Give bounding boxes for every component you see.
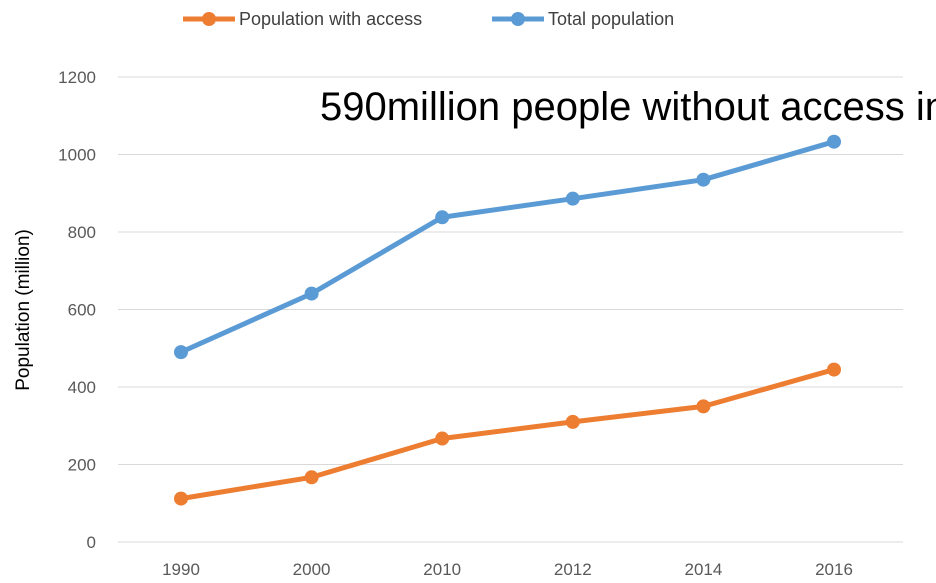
legend-swatch-marker (511, 12, 525, 26)
data-point (565, 191, 580, 206)
y-tick-label: 400 (68, 378, 96, 397)
chart-annotation: 590million people without access in 2016 (320, 85, 936, 129)
y-tick-label: 1000 (58, 146, 96, 165)
y-axis-title: Population (million) (13, 229, 34, 391)
data-point (827, 134, 841, 149)
y-tick-label: 200 (68, 456, 96, 475)
y-tick-label: 0 (87, 533, 96, 552)
series-layer (174, 134, 841, 506)
y-tick-label: 600 (68, 301, 96, 320)
x-tick-label: 2014 (684, 560, 722, 579)
x-tick-label: 1990 (162, 560, 200, 579)
series-total-population (174, 134, 841, 360)
series-line (178, 367, 837, 502)
x-tick-label: 2016 (815, 560, 853, 579)
data-point (827, 362, 841, 377)
x-tick-label: 2012 (554, 560, 592, 579)
y-tick-label: 1200 (58, 68, 96, 87)
data-point (435, 431, 450, 446)
gridlines (118, 76, 903, 543)
data-point (696, 172, 711, 187)
series-population-with-access (174, 362, 841, 506)
x-axis-ticks: 1990 2000 2010 2012 2014 2016 (162, 560, 853, 579)
y-tick-label: 800 (68, 223, 96, 242)
x-tick-label: 2010 (423, 560, 461, 579)
legend-label: Total population (548, 9, 674, 29)
data-point (696, 399, 711, 414)
legend-swatch-marker (202, 12, 216, 26)
series-line (178, 139, 837, 355)
data-point (304, 470, 319, 485)
y-axis-ticks: 0 200 400 600 800 1000 1200 (58, 68, 96, 552)
legend-item: Total population (492, 9, 674, 29)
data-point (174, 345, 188, 360)
data-point (304, 286, 319, 301)
data-point (435, 210, 450, 225)
legend-item: Population with access (183, 9, 422, 29)
data-point (565, 414, 580, 429)
legend-label: Population with access (239, 9, 422, 29)
data-point (174, 491, 188, 506)
legend: Population with access Total population (183, 9, 674, 29)
x-tick-label: 2000 (293, 560, 331, 579)
